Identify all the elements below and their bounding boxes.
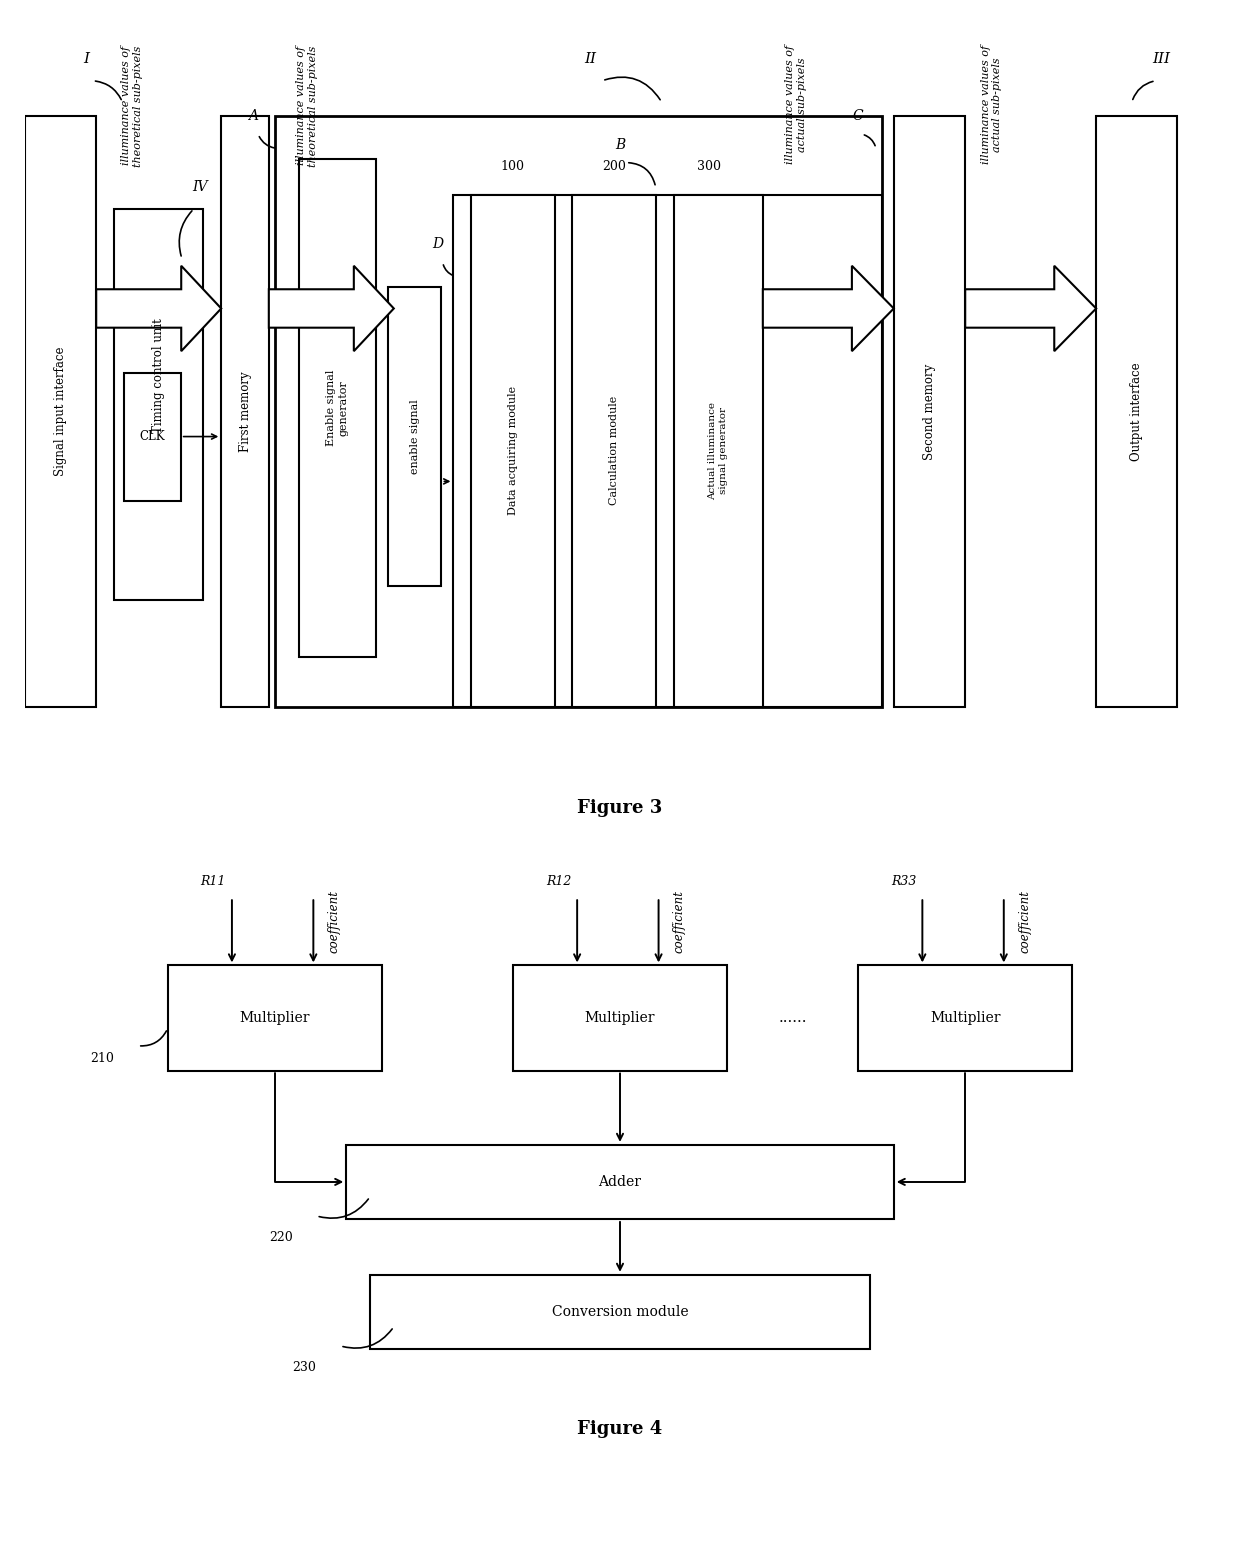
Bar (299, 159, 376, 657)
Bar (454, 195, 882, 707)
Text: coefficient: coefficient (673, 890, 686, 953)
Text: First memory: First memory (238, 371, 252, 452)
Text: enable signal: enable signal (409, 399, 419, 473)
Bar (673, 195, 763, 707)
Text: III: III (1153, 53, 1171, 67)
Text: II: II (584, 53, 596, 67)
Text: ......: ...... (779, 1010, 807, 1026)
Text: 210: 210 (91, 1052, 114, 1064)
Text: Figure 3: Figure 3 (578, 800, 662, 817)
Text: illuminance values of
theoretical sub-pixels: illuminance values of theoretical sub-pi… (296, 45, 317, 167)
Text: B: B (615, 138, 625, 152)
Polygon shape (269, 266, 394, 351)
Bar (573, 195, 656, 707)
Bar (858, 965, 1073, 1071)
Text: Timing control unit: Timing control unit (153, 319, 165, 433)
Text: R33: R33 (892, 876, 916, 888)
Bar (370, 1275, 870, 1349)
Text: IV: IV (192, 181, 207, 195)
Polygon shape (965, 266, 1096, 351)
Text: I: I (84, 53, 89, 67)
Bar (221, 116, 269, 707)
Text: coefficient: coefficient (327, 890, 341, 953)
Text: Enable signal
generator: Enable signal generator (326, 370, 348, 446)
Bar (114, 209, 203, 600)
Text: 200: 200 (603, 159, 626, 173)
Bar (25, 116, 97, 707)
Text: Output interface: Output interface (1130, 362, 1143, 461)
Polygon shape (97, 266, 221, 351)
Text: Multiplier: Multiplier (585, 1010, 655, 1026)
Text: D: D (433, 237, 444, 252)
Bar (346, 1145, 894, 1219)
Text: C: C (853, 110, 863, 124)
Text: 230: 230 (293, 1361, 316, 1374)
Bar (388, 288, 441, 586)
Text: 100: 100 (501, 159, 525, 173)
Text: Second memory: Second memory (923, 364, 936, 459)
Text: R12: R12 (546, 876, 572, 888)
Text: illuminance values of
actual sub-pixels: illuminance values of actual sub-pixels (785, 45, 807, 164)
Text: 220: 220 (269, 1231, 293, 1244)
Text: Multiplier: Multiplier (930, 1010, 1001, 1026)
Bar (513, 965, 727, 1071)
Bar (1096, 116, 1177, 707)
Text: coefficient: coefficient (1018, 890, 1032, 953)
Bar (167, 965, 382, 1071)
Text: Adder: Adder (599, 1174, 641, 1190)
Text: Actual illuminance
signal generator: Actual illuminance signal generator (708, 402, 728, 500)
Text: Calculation module: Calculation module (609, 396, 619, 506)
Text: Data acquiring module: Data acquiring module (508, 387, 518, 515)
Text: illuminance values of
actual sub-pixels: illuminance values of actual sub-pixels (981, 45, 1002, 164)
Text: Conversion module: Conversion module (552, 1304, 688, 1320)
Text: illuminance values of
theoretical sub-pixels: illuminance values of theoretical sub-pi… (122, 45, 143, 167)
Text: 300: 300 (697, 159, 722, 173)
Text: Multiplier: Multiplier (239, 1010, 310, 1026)
Polygon shape (763, 266, 894, 351)
Bar (275, 116, 882, 707)
Text: CLK: CLK (139, 430, 165, 442)
Bar (894, 116, 965, 707)
Text: A: A (248, 110, 258, 124)
Text: Signal input interface: Signal input interface (55, 347, 67, 476)
Bar (471, 195, 554, 707)
Text: R11: R11 (201, 876, 226, 888)
Text: Figure 4: Figure 4 (578, 1420, 662, 1439)
Bar (124, 373, 181, 501)
